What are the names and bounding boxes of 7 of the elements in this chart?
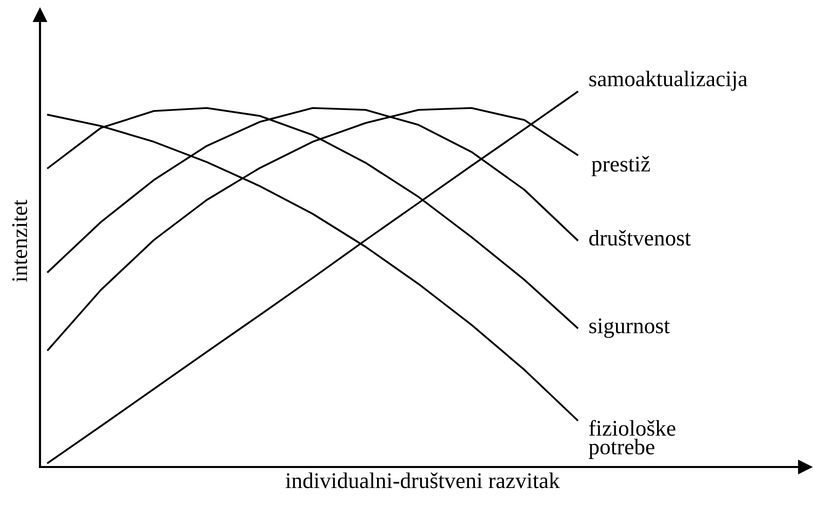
series-label: fiziološke potrebe xyxy=(588,420,676,459)
series-label: sigurnost xyxy=(589,318,670,338)
y-axis-title: intenzitet xyxy=(12,200,28,282)
series-label: samoaktualizacija xyxy=(589,70,748,91)
series-label: prestiž xyxy=(592,156,650,176)
x-axis-title: individualni-društveni razvitak xyxy=(286,472,560,488)
series-label: društvenost xyxy=(589,230,691,246)
